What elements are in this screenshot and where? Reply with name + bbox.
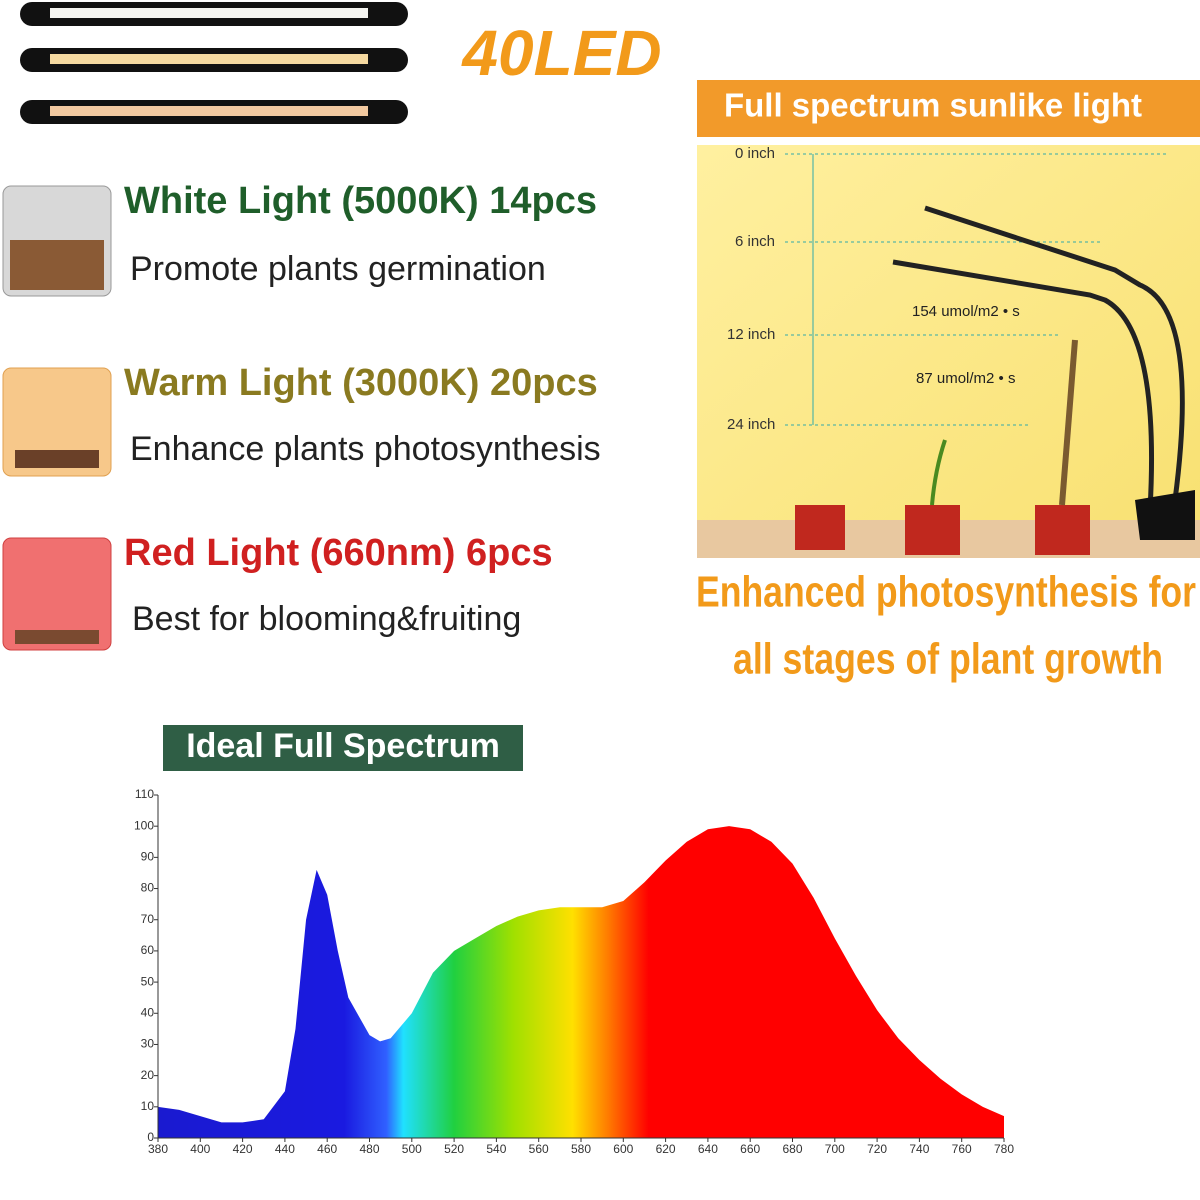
diagram-title: Full spectrum sunlike light	[724, 87, 1142, 124]
diagram-header	[697, 80, 1200, 137]
x-tick-label: 400	[190, 1142, 210, 1156]
x-tick-label: 380	[148, 1142, 168, 1156]
height-label: 24 inch	[727, 416, 775, 433]
led-strips	[20, 2, 408, 124]
x-tick-label: 600	[613, 1142, 633, 1156]
y-tick-label: 60	[141, 943, 155, 957]
y-tick-label: 0	[147, 1130, 154, 1144]
x-tick-label: 680	[782, 1142, 802, 1156]
height-label: 12 inch	[727, 326, 775, 343]
intensity-label: 154 umol/m2 • s	[912, 303, 1020, 320]
y-tick-label: 110	[135, 787, 154, 801]
height-label: 0 inch	[735, 145, 775, 162]
x-tick-label: 500	[402, 1142, 422, 1156]
x-tick-label: 640	[698, 1142, 718, 1156]
x-tick-label: 780	[994, 1142, 1014, 1156]
intensity-label: 87 umol/m2 • s	[916, 370, 1015, 387]
x-tick-label: 520	[444, 1142, 464, 1156]
light-title: Red Light (660nm) 6pcs	[124, 532, 553, 574]
light-description: Enhance plants photosynthesis	[130, 430, 601, 468]
x-tick-label: 740	[909, 1142, 929, 1156]
y-tick-label: 30	[141, 1037, 155, 1051]
height-labels: 0 inch 6 inch 12 inch 24 inch	[727, 145, 775, 433]
light-icons	[2, 185, 112, 651]
spectrum-area	[158, 826, 1004, 1138]
x-tick-label: 440	[275, 1142, 295, 1156]
diagram-background	[697, 145, 1200, 558]
light-description: Promote plants germination	[130, 250, 546, 288]
light-description: Best for blooming&fruiting	[132, 600, 521, 638]
chart: 0 10 20 30 40 50 60 70 80 90 100 110 380 400 420 440 460…	[134, 787, 1014, 1156]
x-tick-label: 480	[359, 1142, 379, 1156]
x-tick-label: 560	[529, 1142, 549, 1156]
caption: Enhanced photosynthesis for	[696, 568, 1196, 617]
y-tick-label: 20	[141, 1068, 155, 1082]
height-guides	[785, 153, 1168, 426]
x-tick-label: 760	[952, 1142, 972, 1156]
y-tick-label: 10	[141, 1099, 155, 1113]
x-tick-label: 580	[571, 1142, 591, 1156]
y-tick-label: 80	[141, 881, 155, 895]
y-tick-label: 70	[141, 912, 155, 926]
x-tick-label: 540	[486, 1142, 506, 1156]
chart-title-box	[163, 725, 523, 771]
y-tick-label: 100	[134, 818, 154, 832]
x-tick-label: 620	[656, 1142, 676, 1156]
x-tick-label: 420	[233, 1142, 253, 1156]
height-label: 6 inch	[735, 233, 775, 250]
lamp	[795, 205, 1195, 555]
chart-title: Ideal Full Spectrum	[186, 727, 500, 765]
x-tick-label: 660	[740, 1142, 760, 1156]
light-title: Warm Light (3000K) 20pcs	[124, 362, 598, 404]
x-tick-label: 700	[825, 1142, 845, 1156]
light-title: White Light (5000K) 14pcs	[124, 180, 597, 222]
x-tick-label: 460	[317, 1142, 337, 1156]
header-title: 40LED	[460, 17, 661, 89]
x-tick-label: 720	[867, 1142, 887, 1156]
y-tick-label: 50	[141, 974, 155, 988]
caption: all stages of plant growth	[733, 635, 1163, 684]
y-tick-label: 90	[141, 850, 155, 864]
y-tick-label: 40	[141, 1005, 155, 1019]
